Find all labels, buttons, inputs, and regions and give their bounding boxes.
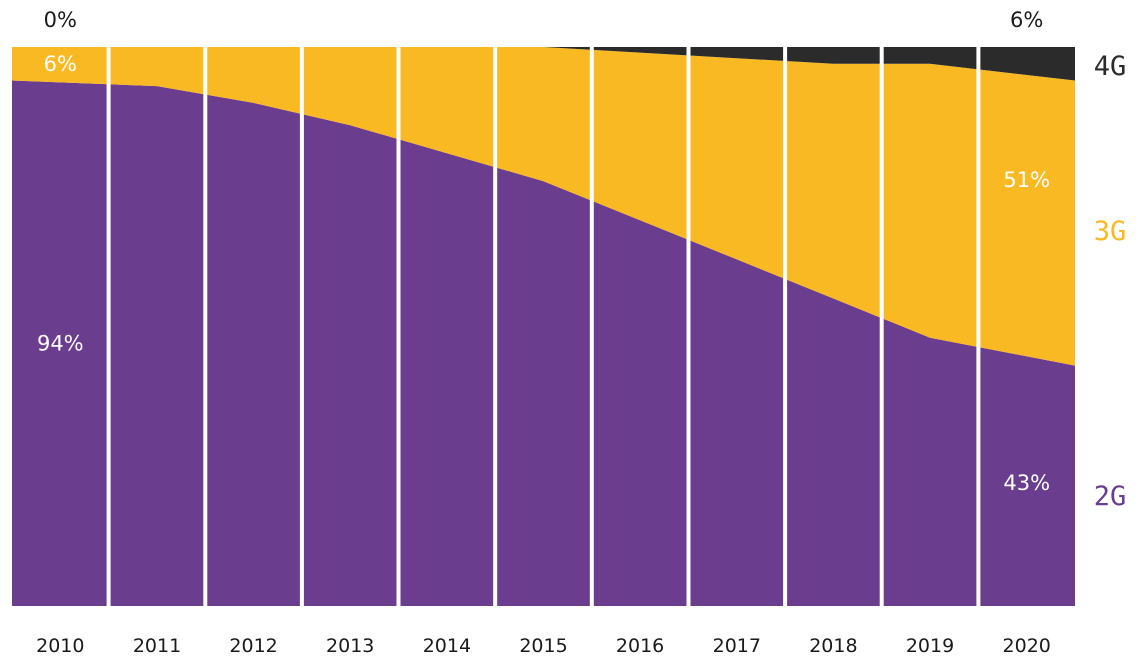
data-label: 94% xyxy=(37,331,84,355)
x-tick-label: 2016 xyxy=(616,635,664,657)
data-labels: 0% 6% 94% 6% 51% 43% xyxy=(37,8,1050,495)
series-label-2g: 2G xyxy=(1094,481,1127,512)
x-tick-label: 2019 xyxy=(906,635,954,657)
x-tick-label: 2010 xyxy=(36,635,84,657)
x-tick-label: 2017 xyxy=(713,635,761,657)
data-label: 6% xyxy=(44,52,77,76)
data-label: 0% xyxy=(44,8,77,32)
data-label: 51% xyxy=(1003,168,1050,192)
x-tick-label: 2014 xyxy=(423,635,471,657)
series-label-3g: 3G xyxy=(1094,216,1127,247)
x-tick-label: 2013 xyxy=(326,635,374,657)
area-3g xyxy=(12,47,1075,366)
x-tick-label: 2012 xyxy=(229,635,277,657)
data-label: 43% xyxy=(1003,471,1050,495)
x-axis-tick-labels: 2010 2011 2012 2013 2014 2015 2016 2017 2018 2019… xyxy=(36,635,1051,657)
series-labels: 4G 3G 2G xyxy=(1094,51,1127,512)
x-tick-label: 2018 xyxy=(809,635,857,657)
x-tick-label: 2011 xyxy=(133,635,181,657)
series-label-4g: 4G xyxy=(1094,51,1127,82)
area-2g xyxy=(12,80,1075,606)
area-4g xyxy=(12,47,1075,81)
series-layer xyxy=(12,47,1075,606)
x-tick-label: 2020 xyxy=(1003,635,1051,657)
data-label: 6% xyxy=(1010,8,1043,32)
column-separators xyxy=(106,43,981,608)
x-tick-label: 2015 xyxy=(519,635,567,657)
